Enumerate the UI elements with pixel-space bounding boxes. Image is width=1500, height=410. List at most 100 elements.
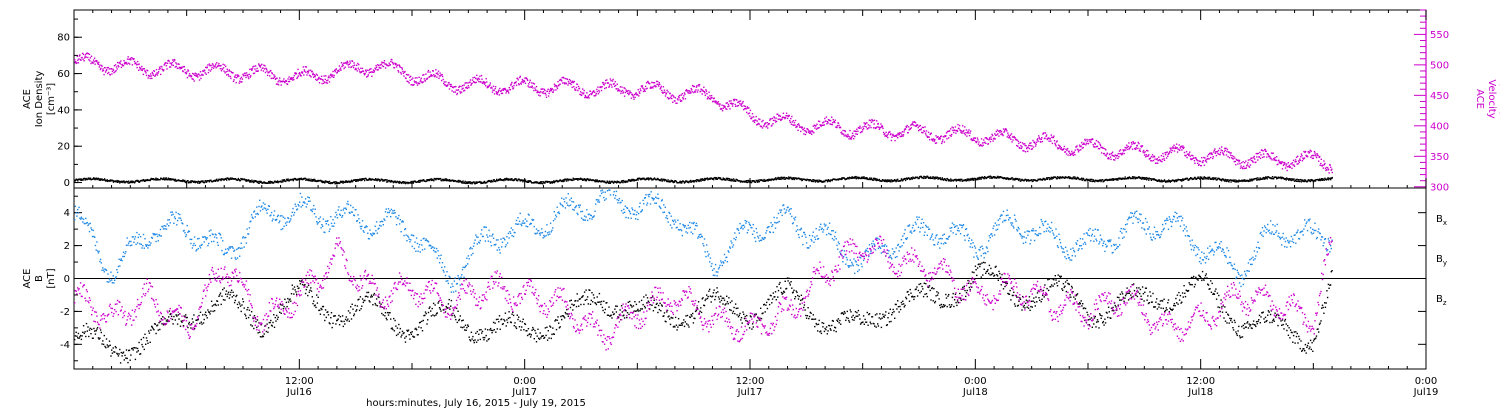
plasma-series-1-point [1035,143,1037,146]
plasma-series-1-point [792,120,795,122]
plasma-series-1-point [803,127,806,129]
plasma-series-1-point [448,88,451,90]
plasma-series-0-point [726,179,728,181]
field-series-0-point [113,351,115,353]
plasma-series-0-point [357,178,359,181]
plasma-series-1-point [885,131,887,134]
plasma-series-0-point [1226,180,1229,182]
plasma-series-1-point [138,63,140,65]
plasma-series-1-point [658,82,660,84]
plasma-series-1-point [289,78,291,80]
plasma-series-1-point [818,120,821,123]
plasma-series-1-point [850,138,852,140]
plasma-series-1-point [615,84,617,87]
plasma-series-1-point [373,71,375,73]
plasma-series-0-point [775,178,778,181]
plasma-series-1-point [182,70,184,73]
plasma-series-1-point [191,78,193,80]
plasma-series-1-point [1256,152,1258,155]
plasma-series-1-point [644,85,647,88]
plasma-series-1-point [1011,141,1013,143]
plasma-series-1-point [464,82,466,84]
plasma-series-0-point [897,178,899,181]
plasma-series-1-point [1230,152,1232,154]
plasma-series-1-point [92,62,94,64]
plasma-series-0-point [1048,177,1050,179]
plasma-series-0-point [572,179,574,181]
plasma-series-1-point [247,74,249,76]
plasma-series-0-point [1092,179,1094,181]
plasma-series-1-point [1257,159,1259,161]
plasma-series-1-point [758,118,760,120]
plasma-series-1-point [81,52,84,55]
plasma-series-0-point [458,181,460,183]
plasma-series-0-point [267,182,269,184]
plasma-series-0-point [1037,179,1039,182]
plasma-series-0-point [374,179,376,181]
plasma-series-1-point [800,126,802,128]
plasma-series-0-point [410,180,412,183]
plasma-series-1-point [331,76,333,78]
plasma-series-1-point [1041,140,1044,143]
plasma-series-0-point [119,182,121,184]
plasma-series-0-point [143,179,145,181]
plasma-series-1-point [929,139,931,141]
plasma-series-0-point [381,179,384,181]
plasma-series-1-point [252,66,254,68]
plasma-series-1-point [737,101,739,104]
plasma-series-1-point [241,81,243,83]
plasma-series-1-point [724,106,726,108]
plasma-series-1-point [676,98,679,100]
plasma-series-1-point [876,120,878,122]
plasma-series-0-point [457,179,460,182]
plasma-series-1-point [541,92,543,94]
plasma-series-0-point [1088,179,1090,181]
plasma-series-1-point [867,127,869,130]
plasma-series-1-point [1134,147,1136,150]
plasma-series-1-point [1212,157,1214,160]
plasma-series-1-point [86,52,88,54]
plasma-series-0-point [827,180,829,182]
plasma-series-0-point [1124,176,1126,178]
plasma-series-1-point [554,85,556,88]
plasma-series-1-point [1130,141,1133,144]
plasma-series-0-point [723,178,725,181]
plasma-series-1-point [850,137,853,139]
plasma-series-1-point [336,71,338,73]
plasma-series-1-point [535,85,538,88]
plasma-series-1-point [276,83,279,85]
plasma-series-1-point [82,53,85,56]
plasma-series-0-point [320,181,323,183]
plasma-series-0-point [826,181,829,183]
plasma-series-1-point [731,105,734,107]
plasma-series-1-point [198,79,201,81]
plasma-series-0-point [585,180,587,182]
plasma-series-1-point [753,121,756,124]
plasma-series-1-point [437,70,440,72]
plasma-series-0-point [293,178,295,181]
plasma-series-1-point [1254,158,1256,160]
plasma-series-1-point [374,68,377,70]
plasma-series-0-point [167,178,169,180]
plasma-series-1-point [853,138,855,140]
plasma-series-1-point [973,137,975,139]
plasma-series-0-point [294,177,297,180]
plasma-series-0-point [904,179,907,182]
plasma-series-1-point [155,73,157,76]
plasma-series-1-point [961,132,963,134]
plasma-series-1-point [1288,164,1290,167]
plasma-series-0-point [1155,179,1157,181]
plasma-series-1-point [548,92,550,95]
plasma-series-1-point [866,122,868,124]
plasma-series-0-point [889,180,891,182]
plasma-series-1-point [807,131,810,133]
plasma-series-1-point [1132,141,1134,143]
plasma-series-0-point [386,179,388,181]
plasma-series-1-point [491,91,494,93]
plasma-series-1-point [1322,167,1325,169]
plasma-series-1-point [1272,152,1274,154]
plasma-series-1-point [390,60,392,63]
field-series-0-point [102,340,104,342]
plasma-series-1-point [325,82,327,84]
plasma-series-0-point [616,182,618,184]
